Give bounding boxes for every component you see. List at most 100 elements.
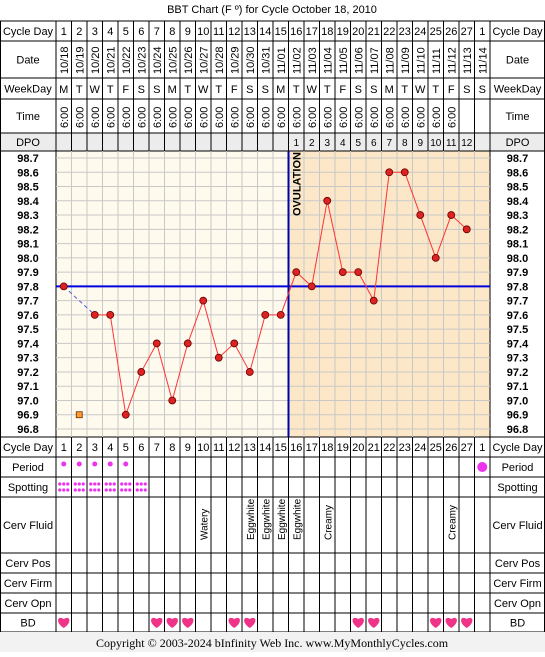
- row-label-spotting: Spotting: [8, 482, 48, 494]
- spotting-dot: [62, 488, 66, 492]
- spotting-dot: [66, 488, 70, 492]
- spotting-dot: [108, 482, 112, 486]
- temp-point: [276, 310, 285, 319]
- spotting-dot: [97, 482, 101, 486]
- bd-heart: [368, 617, 380, 628]
- cycle-day-bottom: 24: [414, 442, 426, 454]
- temp-point: [292, 268, 301, 277]
- row-labels: 98.7 98.7 98.6 98.6 98.5 98.5 98.4 98.4 98.3 98.3…: [3, 26, 543, 630]
- dpo: 10: [430, 138, 442, 149]
- weekday: T: [107, 84, 114, 96]
- time: 6:00: [431, 107, 443, 128]
- row-label-cerv_fluid: Cerv Fluid: [492, 520, 542, 532]
- missing-temp-marker: [75, 411, 83, 419]
- pre-ovulation-area: [56, 151, 289, 437]
- time: 6:00: [136, 107, 148, 128]
- temp-point: [168, 396, 177, 405]
- dpo: 9: [417, 138, 423, 149]
- date: 10/28: [214, 46, 226, 74]
- cycle-day: 4: [107, 26, 113, 38]
- cycle-day-bottom: 5: [123, 442, 129, 454]
- cerv-fluid: Watery: [199, 509, 210, 540]
- y-tick-label-left: 97.4: [17, 338, 39, 350]
- cerv-fluid: Creamy: [447, 505, 458, 540]
- time: 6:00: [167, 107, 179, 128]
- spotting-dot: [135, 488, 139, 492]
- dpo: 3: [324, 138, 330, 149]
- date: 11/02: [291, 47, 303, 74]
- cycle-day-bottom: 4: [107, 442, 113, 454]
- y-tick-label-right: 98.0: [507, 253, 528, 265]
- spotting-dot: [120, 488, 124, 492]
- y-tick-label-left: 96.8: [17, 424, 38, 436]
- time: 6:00: [152, 107, 164, 128]
- cell-values: 1122334455667788991010111112121313141415…: [58, 26, 489, 628]
- weekday: M: [385, 84, 394, 96]
- cycle-day: 5: [123, 26, 129, 38]
- y-tick-label-right: 97.8: [507, 281, 528, 293]
- cycle-day: 20: [352, 26, 364, 38]
- cycle-day-bottom: 22: [383, 442, 395, 454]
- date: 10/20: [90, 46, 102, 74]
- y-tick-label-right: 98.2: [507, 224, 528, 236]
- time: 6:00: [338, 107, 350, 128]
- time: 6:00: [369, 107, 381, 128]
- date: 10/19: [74, 46, 86, 74]
- time: 6:00: [245, 107, 257, 128]
- date: 11/10: [415, 47, 427, 74]
- cycle-day-bottom: 3: [92, 442, 98, 454]
- cycle-day: 18: [321, 26, 333, 38]
- weekday: F: [339, 84, 346, 96]
- spotting-dot: [81, 482, 85, 486]
- row-label-period: Period: [502, 462, 534, 474]
- row-label-bd: BD: [510, 618, 525, 630]
- spotting-dot: [93, 482, 97, 486]
- weekday: T: [401, 84, 408, 96]
- bd-heart: [166, 617, 178, 628]
- weekday: S: [262, 84, 269, 96]
- row-label-cerv_pos: Cerv Pos: [495, 558, 541, 570]
- date: 10/22: [121, 46, 133, 74]
- y-tick-label-left: 98.5: [17, 182, 38, 194]
- dpo: 4: [340, 138, 346, 149]
- temp-point: [59, 282, 68, 291]
- temp-point: [462, 225, 471, 234]
- cycle-day: 23: [399, 26, 411, 38]
- spotting-dot: [62, 482, 66, 486]
- cycle-day: 1: [479, 26, 485, 38]
- cycle-day-bottom: 17: [306, 442, 318, 454]
- time: 6:00: [105, 107, 117, 128]
- date: 10/29: [229, 46, 241, 74]
- cycle-day-bottom: 7: [154, 442, 160, 454]
- y-tick-label-left: 97.7: [17, 296, 38, 308]
- date: 10/30: [245, 46, 257, 74]
- row-label-cerv_fluid: Cerv Fluid: [3, 520, 53, 532]
- temperature-plot: OVULATION: [56, 151, 490, 437]
- time: 6:00: [229, 107, 241, 128]
- bd-heart: [58, 617, 70, 628]
- spotting-dot: [139, 482, 143, 486]
- y-tick-label-left: 97.5: [17, 324, 38, 336]
- y-tick-label-left: 97.8: [17, 281, 38, 293]
- spotting-dot: [89, 482, 93, 486]
- temp-segment: [249, 314, 266, 373]
- spotting-dot: [128, 482, 132, 486]
- row-label-cerv_firm: Cerv Firm: [493, 578, 541, 590]
- y-tick-label-right: 98.6: [507, 167, 528, 179]
- cerv-fluid: Eggwhite: [292, 498, 303, 540]
- weekday: S: [138, 84, 145, 96]
- time: 6:00: [353, 107, 365, 128]
- temp-point: [447, 211, 456, 219]
- spotting-dot: [58, 482, 62, 486]
- temp-segment: [63, 286, 96, 316]
- weekday: F: [448, 84, 455, 96]
- weekday: F: [122, 84, 129, 96]
- spotting-dot: [81, 488, 85, 492]
- y-tick-label-left: 98.7: [17, 153, 38, 165]
- row-label-time: Time: [505, 111, 529, 123]
- bd-heart: [430, 617, 442, 628]
- row-label-period: Period: [12, 462, 44, 474]
- chart-backgrounds: [0, 133, 545, 437]
- date: 10/21: [105, 46, 117, 74]
